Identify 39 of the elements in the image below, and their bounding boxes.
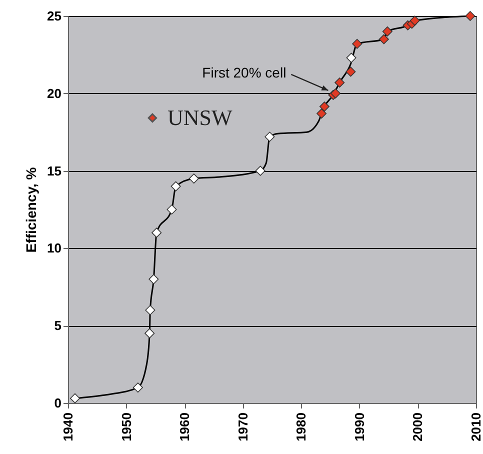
point [334, 78, 345, 88]
point [255, 166, 266, 176]
x-tick-label: 1970 [235, 412, 250, 442]
y-tick-label: 5 [54, 318, 62, 334]
x-tick-label: 1980 [294, 412, 309, 442]
y-tick-label: 20 [47, 86, 62, 101]
point [144, 328, 155, 338]
point [330, 88, 341, 98]
point [378, 34, 389, 44]
annotation: First 20% cell [202, 64, 286, 80]
point [410, 16, 420, 26]
y-tick-label: 0 [54, 396, 62, 410]
x-tick-label: 2010 [468, 412, 483, 442]
point [188, 174, 199, 184]
y-tick-label: 10 [47, 240, 62, 256]
y-tick-label: 25 [47, 8, 62, 24]
y-tick-label: 15 [47, 163, 62, 178]
point [319, 102, 330, 112]
x-tick-label: 2000 [410, 412, 426, 442]
point [382, 26, 392, 36]
point [132, 382, 143, 393]
point [170, 181, 181, 192]
x-tick-label: 1990 [352, 412, 367, 442]
legend-label: UNSW [167, 104, 232, 130]
point [148, 274, 159, 284]
point [152, 228, 162, 238]
point [166, 204, 177, 215]
point [145, 305, 156, 316]
point [352, 38, 362, 49]
x-tick-label: 1940 [60, 412, 76, 442]
x-tick-label: 1950 [118, 412, 134, 442]
point [346, 66, 356, 77]
point [264, 132, 275, 142]
point [346, 52, 356, 63]
point [465, 10, 476, 22]
point [316, 108, 327, 119]
x-tick-label: 1960 [177, 412, 192, 442]
point [70, 393, 80, 404]
y-axis-title: Efficiency, % [23, 166, 40, 253]
